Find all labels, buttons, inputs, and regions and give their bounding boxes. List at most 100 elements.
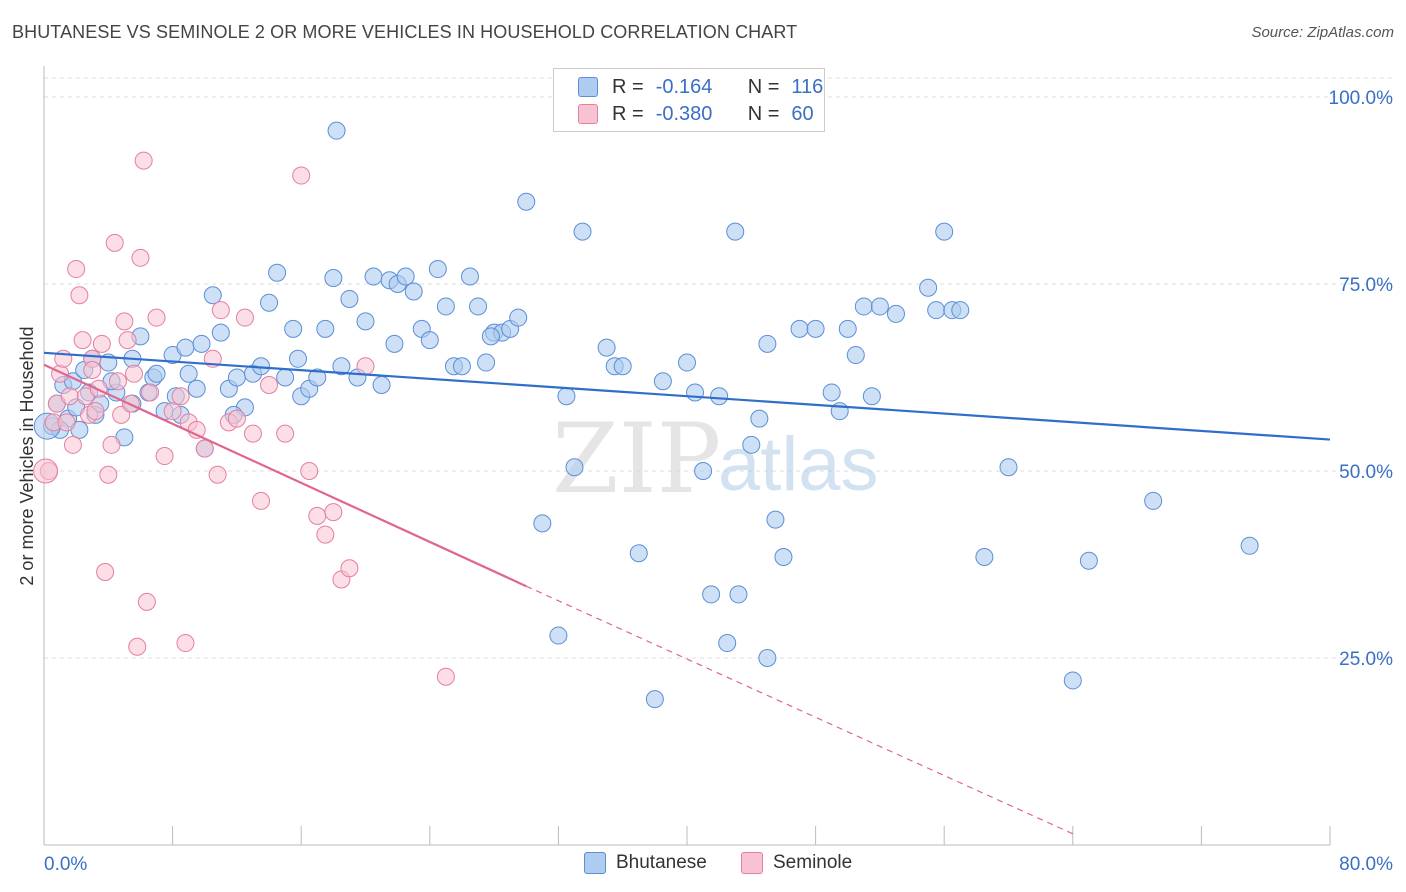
bhutanese-point bbox=[404, 282, 423, 301]
bhutanese-point bbox=[645, 690, 664, 709]
seminole-point bbox=[324, 503, 343, 522]
seminole-point bbox=[208, 465, 227, 484]
bhutanese-point bbox=[327, 121, 346, 140]
seminole-label: Seminole bbox=[773, 852, 853, 873]
watermark-atlas: atlas bbox=[718, 422, 879, 507]
bhutanese-point bbox=[729, 585, 748, 604]
legend-swatch-pink bbox=[578, 104, 598, 124]
bhutanese-point bbox=[613, 357, 632, 376]
seminole-point bbox=[195, 439, 214, 458]
bhutanese-point bbox=[332, 357, 351, 376]
seminole-point bbox=[125, 364, 144, 383]
bhutanese-point bbox=[428, 260, 447, 279]
seminole-point bbox=[33, 458, 59, 484]
bhutanese-point bbox=[452, 357, 471, 376]
bhutanese-point bbox=[694, 462, 713, 480]
bhutanese-point bbox=[742, 435, 761, 454]
bhutanese-point bbox=[211, 323, 230, 342]
seminole-point bbox=[134, 151, 153, 170]
y-tick-label: 75.0% bbox=[1339, 275, 1393, 296]
bhutanese-point bbox=[758, 334, 777, 353]
bhutanese-point bbox=[420, 331, 439, 350]
bhutanese-point bbox=[396, 267, 415, 286]
seminole-point bbox=[73, 331, 92, 350]
seminole-point bbox=[436, 667, 455, 686]
bhutanese-point bbox=[227, 368, 246, 387]
bhutanese-point bbox=[686, 383, 705, 402]
legend-r-value: -0.164 bbox=[655, 75, 713, 98]
trend-lines bbox=[43, 351, 1331, 835]
bhutanese-point bbox=[927, 301, 946, 320]
seminole-point bbox=[86, 402, 105, 421]
seminole-point bbox=[252, 491, 271, 510]
x-tick-label: 0.0% bbox=[44, 854, 87, 875]
bhutanese-point bbox=[340, 289, 359, 308]
seminole-point bbox=[96, 562, 115, 581]
seminole-points bbox=[33, 151, 455, 686]
chart-title: BHUTANESE VS SEMINOLE 2 OR MORE VEHICLES… bbox=[12, 22, 798, 42]
bhutanese-point bbox=[653, 372, 672, 391]
bhutanese-point bbox=[260, 293, 279, 312]
bhutanese-point bbox=[750, 409, 769, 428]
bhutanese-point bbox=[1240, 536, 1259, 555]
bhutanese-point bbox=[806, 319, 825, 338]
bhutanese-point bbox=[179, 364, 198, 383]
bhutanese-point bbox=[822, 383, 841, 402]
bhutanese-point bbox=[790, 319, 809, 338]
seminole-point bbox=[57, 413, 76, 432]
seminole-point bbox=[356, 357, 375, 376]
legend-swatch-blue bbox=[578, 77, 598, 97]
bhutanese-point bbox=[308, 368, 327, 387]
bhutanese-point bbox=[288, 349, 307, 368]
seminole-point bbox=[155, 447, 174, 466]
seminole-point bbox=[115, 312, 134, 331]
bhutanese-point bbox=[284, 319, 303, 338]
legend-row-seminole: R = -0.380 N = 60 bbox=[578, 101, 814, 127]
bhutanese-point bbox=[477, 353, 496, 372]
seminole-point bbox=[108, 372, 127, 391]
bhutanese-point bbox=[597, 338, 616, 357]
bhutanese-point bbox=[975, 548, 994, 567]
seminole-point bbox=[171, 387, 190, 406]
legend-r-label: R = bbox=[612, 102, 644, 125]
bhutanese-point bbox=[533, 514, 552, 533]
bhutanese-point bbox=[870, 297, 889, 316]
bhutanese-point bbox=[1079, 551, 1098, 570]
bhutanese-point bbox=[469, 297, 488, 316]
bhutanese-point bbox=[935, 222, 954, 241]
bhutanese-point bbox=[766, 510, 785, 529]
bhutanese-point bbox=[176, 338, 195, 357]
seminole-point bbox=[102, 435, 121, 454]
legend-r-value: -0.380 bbox=[655, 102, 713, 125]
axes bbox=[43, 66, 1331, 846]
bhutanese-point bbox=[187, 379, 206, 398]
seminole-point bbox=[300, 462, 319, 480]
source-credit: Source: ZipAtlas.com bbox=[1251, 24, 1394, 41]
bhutanese-point bbox=[629, 544, 648, 563]
bhutanese-point bbox=[758, 649, 777, 667]
seminole-point bbox=[308, 506, 327, 525]
bhutanese-point bbox=[573, 222, 592, 241]
seminole-point bbox=[211, 301, 230, 320]
bhutanese-point bbox=[710, 387, 729, 406]
seminole-point bbox=[131, 248, 150, 267]
seminole-point bbox=[292, 166, 311, 185]
seminole-point bbox=[105, 233, 124, 252]
y-axis-label: 2 or more Vehicles in Household bbox=[17, 326, 37, 585]
y-tick-label: 50.0% bbox=[1339, 462, 1393, 483]
legend-n-value: 60 bbox=[791, 102, 814, 125]
bhutanese-point bbox=[192, 334, 211, 353]
bhutanese-point bbox=[436, 297, 455, 316]
seminole-trend-line bbox=[43, 363, 527, 588]
seminole-point bbox=[60, 387, 79, 406]
bhutanese-point bbox=[999, 458, 1018, 477]
bhutanese-point bbox=[774, 548, 793, 567]
seminole-point bbox=[63, 435, 82, 454]
bhutanese-point bbox=[951, 301, 970, 320]
bhutanese-point bbox=[372, 375, 391, 394]
bhutanese-point bbox=[203, 286, 222, 305]
watermark-zip: ZIP bbox=[552, 403, 721, 515]
correlation-legend: R = -0.164 N = 116 R = -0.380 N = 60 bbox=[553, 68, 825, 132]
seminole-point bbox=[67, 260, 86, 279]
bhutanese-point bbox=[702, 585, 721, 604]
